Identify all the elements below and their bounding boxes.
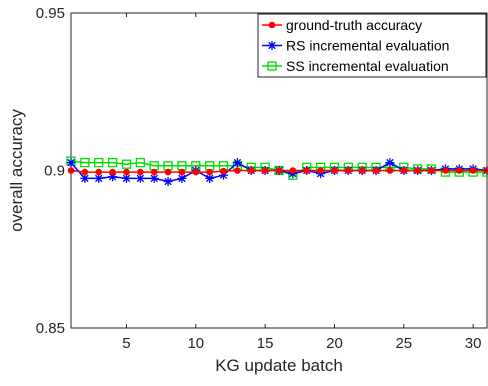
series-0-point-3 — [109, 168, 116, 176]
legend-entry-2: SS incremental evaluation — [262, 58, 449, 74]
y-tick-label-1: 0.9 — [44, 163, 65, 180]
series-0-point-5 — [137, 168, 144, 176]
legend-box — [257, 13, 487, 78]
x-tick-label-15: 15 — [257, 335, 274, 352]
series-0-point-13 — [247, 167, 255, 174]
legend-marker-1 — [267, 41, 277, 50]
series-0-point-4 — [123, 168, 130, 176]
series-2-point-2 — [94, 157, 104, 168]
series-1-point-23 — [385, 158, 395, 168]
y-tick-label-0: 0.85 — [36, 320, 65, 337]
x-axis-label: KG update batch — [215, 356, 343, 375]
x-tick-label-5: 5 — [122, 335, 130, 352]
series-1-point-12 — [232, 158, 242, 168]
legend-label-1: RS incremental evaluation — [286, 38, 449, 54]
series-0-point-16 — [289, 167, 297, 174]
legend-label-2: SS incremental evaluation — [286, 58, 449, 74]
y-axis-ticks: 0.85 0.9 0.95 — [36, 5, 487, 337]
series-0-point-11 — [220, 167, 227, 175]
series-1-point-7 — [163, 177, 173, 187]
series-0-point-23 — [386, 167, 394, 174]
series-0-point-6 — [150, 168, 158, 176]
series-0-point-12 — [234, 167, 241, 174]
x-tick-label-25: 25 — [395, 335, 412, 352]
series-2-point-5 — [135, 157, 145, 168]
x-tick-label-30: 30 — [465, 335, 482, 352]
series-0 — [67, 167, 488, 176]
series-0-point-25 — [414, 167, 421, 174]
series-0-point-10 — [206, 168, 213, 176]
series-0-point-15 — [275, 167, 283, 174]
legend-entry-1: RS incremental evaluation — [262, 38, 449, 54]
x-axis-ticks: 5 10 15 20 25 30 — [122, 13, 481, 352]
series-2-point-4 — [121, 159, 132, 169]
x-tick-label-10: 10 — [187, 335, 204, 352]
series-1-point-0 — [66, 158, 76, 168]
series-0-point-27 — [442, 167, 449, 174]
series-1-point-5 — [135, 173, 145, 183]
series-0-point-7 — [164, 168, 172, 176]
legend-marker-2 — [267, 61, 277, 71]
series-layer — [66, 156, 488, 187]
series-0-point-1 — [81, 168, 89, 176]
series-1-point-2 — [94, 173, 104, 183]
series-1-point-1 — [80, 173, 90, 183]
series-0-point-29 — [469, 167, 477, 174]
series-0-point-17 — [303, 167, 311, 174]
legend-label-0: ground-truth accuracy — [286, 17, 422, 33]
series-1-point-11 — [219, 170, 229, 180]
series-0-point-19 — [331, 167, 338, 174]
series-0-point-24 — [400, 167, 408, 174]
series-0-point-28 — [455, 167, 463, 174]
legend-marker-0 — [268, 21, 276, 29]
y-axis-label: overall accuracy — [7, 109, 26, 232]
series-0-point-21 — [358, 167, 366, 174]
series-1-point-8 — [177, 173, 187, 183]
series-0-point-2 — [95, 168, 103, 176]
series-1-point-10 — [205, 173, 215, 183]
series-0-point-18 — [317, 167, 324, 174]
y-tick-label-2: 0.95 — [36, 5, 65, 22]
series-0-point-26 — [428, 167, 435, 174]
series-1-point-3 — [108, 172, 118, 182]
series-0-point-8 — [178, 168, 186, 176]
series-0-point-14 — [261, 167, 269, 174]
series-2-point-3 — [107, 157, 118, 168]
series-2-point-1 — [80, 157, 90, 168]
series-1-point-4 — [121, 173, 131, 183]
series-1-point-6 — [149, 173, 159, 183]
series-0-point-20 — [345, 167, 352, 174]
series-0-point-9 — [192, 168, 200, 176]
legend-entry-0: ground-truth accuracy — [262, 17, 422, 33]
legend: ground-truth accuracy RS incremental eval… — [257, 13, 487, 78]
x-tick-label-20: 20 — [326, 335, 343, 352]
series-0-point-22 — [372, 167, 380, 174]
